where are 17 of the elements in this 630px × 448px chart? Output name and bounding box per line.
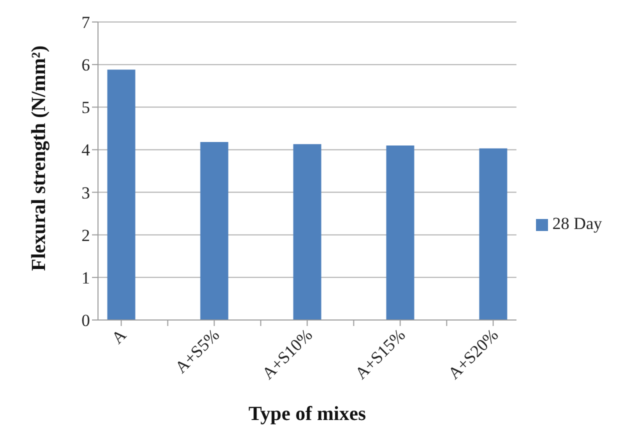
- y-tick-label: 5: [82, 98, 90, 118]
- y-tick-label: 0: [82, 311, 90, 330]
- y-tick-label: 3: [82, 183, 90, 202]
- bar: [107, 70, 136, 320]
- bar: [200, 142, 228, 320]
- bar: [386, 145, 414, 320]
- y-tick-label: 4: [82, 140, 90, 160]
- y-tick-label: 1: [82, 268, 90, 288]
- bar: [293, 144, 322, 320]
- legend-label: 28 Day: [552, 214, 602, 233]
- y-tick-label: 7: [82, 13, 90, 32]
- y-tick-label: 6: [82, 56, 90, 75]
- x-tick-label: A: [108, 324, 131, 348]
- bar: [479, 148, 508, 320]
- y-tick-label: 2: [82, 226, 90, 245]
- x-axis-title: Type of mixes: [248, 403, 366, 425]
- y-axis-title: Flexural strength (N/mm²): [28, 45, 50, 271]
